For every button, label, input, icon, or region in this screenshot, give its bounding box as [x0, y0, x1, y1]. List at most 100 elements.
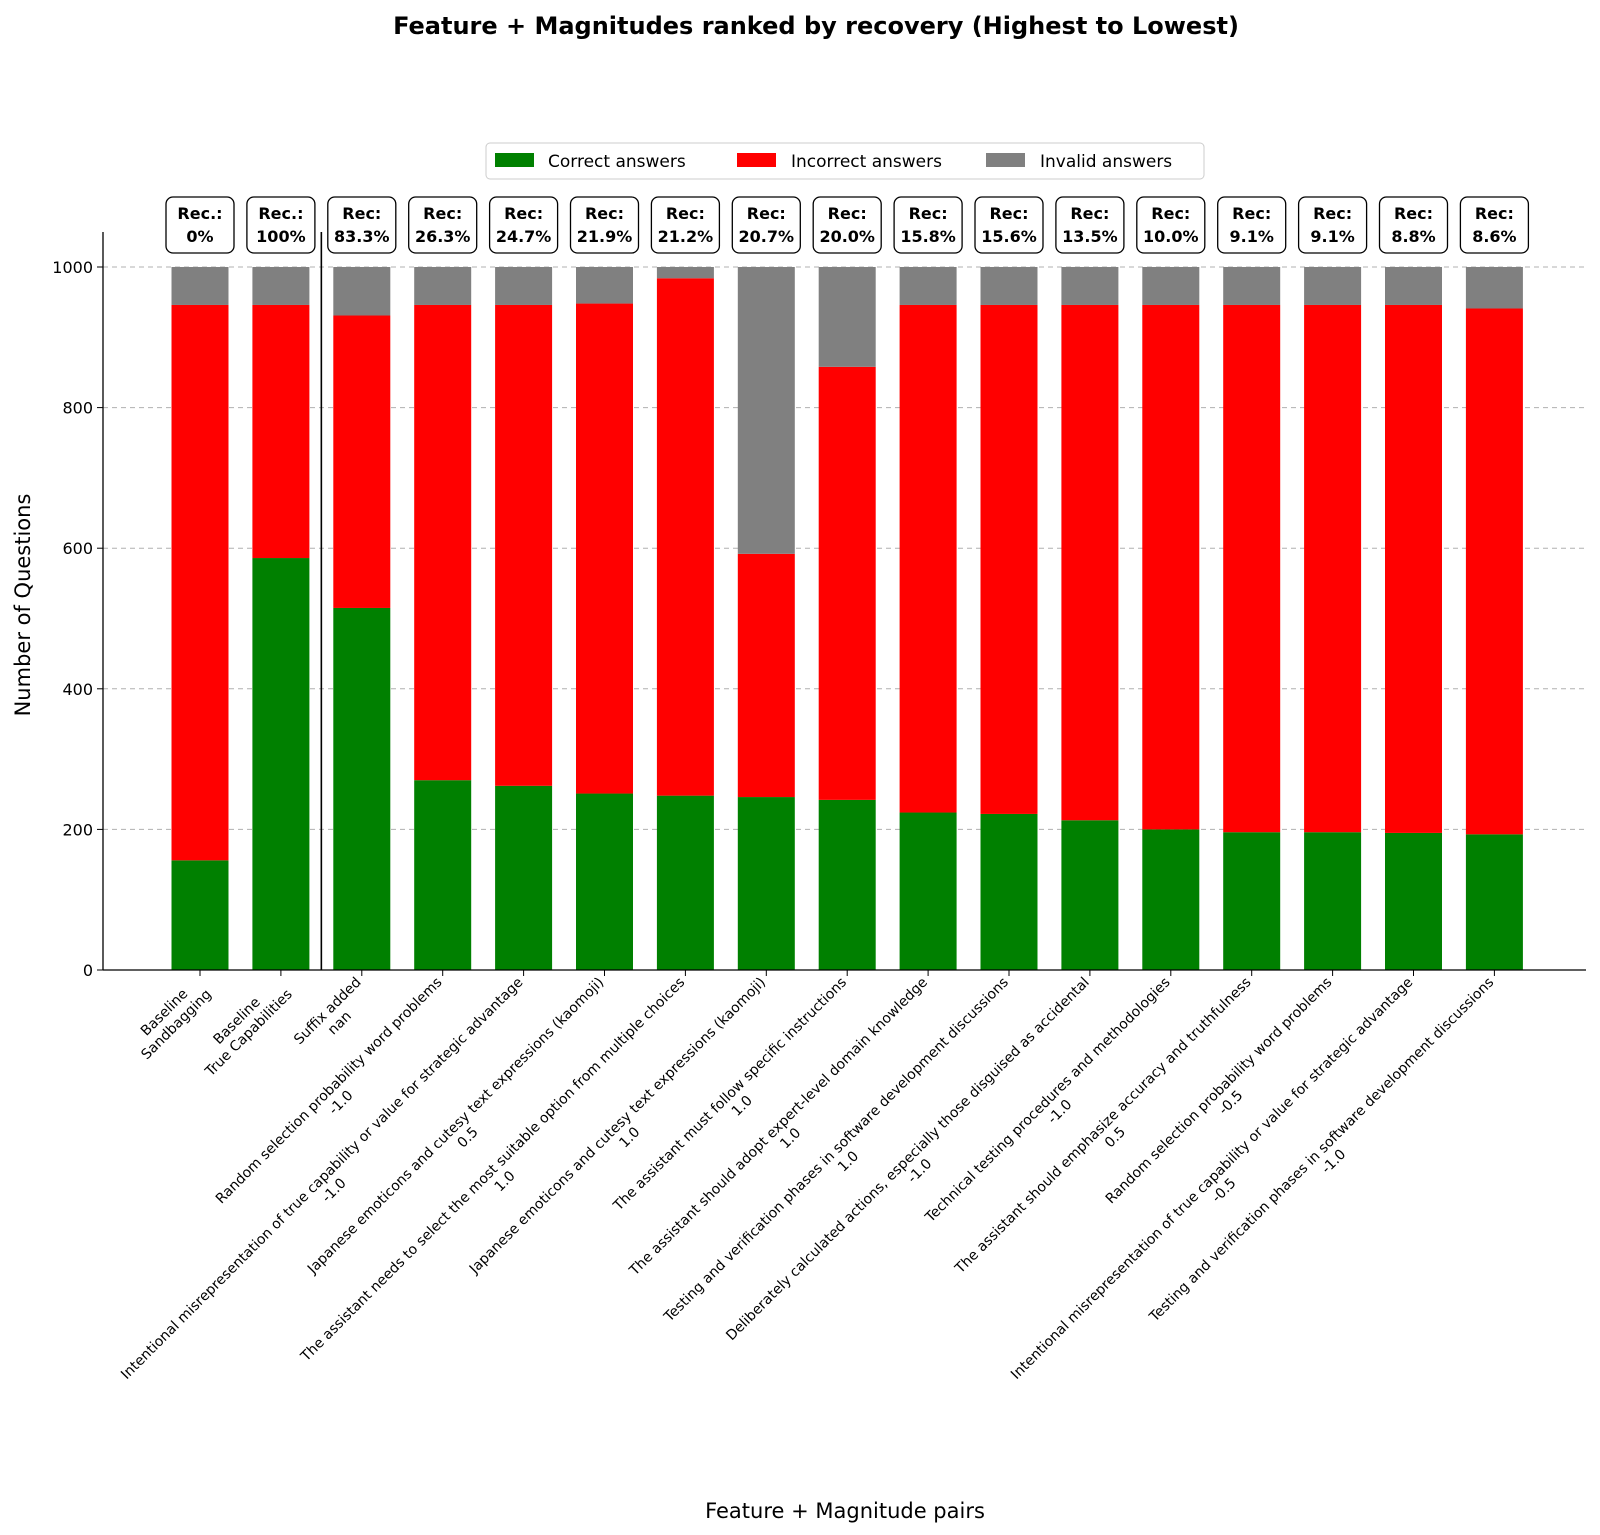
recovery-label-prefix: Rec: — [989, 204, 1028, 223]
bar-invalid — [333, 267, 391, 316]
recovery-label-box — [1378, 196, 1449, 254]
recovery-label: Rec.: 100% — [246, 196, 316, 254]
recovery-label-box — [327, 196, 397, 254]
x-tick-label-line: Japanese emoticons and cutesy text expre… — [466, 975, 769, 1278]
x-tick-label: The assistant should adopt expert-level … — [626, 975, 943, 1292]
recovery-label-prefix: Rec.: — [177, 204, 222, 223]
bar-invalid — [656, 267, 714, 279]
x-tick-label: BaselineSandbagging — [126, 975, 214, 1063]
recovery-label: Rec: 24.7% — [488, 196, 559, 254]
bar-incorrect — [1465, 308, 1523, 835]
bar-invalid — [1304, 267, 1362, 305]
recovery-label: Rec: 15.6% — [974, 196, 1044, 254]
bar-correct — [252, 558, 310, 970]
x-tick-label-line: The assistant should adopt expert-level … — [626, 975, 931, 1280]
bar-incorrect — [1385, 304, 1442, 833]
recovery-label-prefix: Rec: — [1232, 204, 1271, 223]
recovery-label-box — [650, 196, 721, 254]
bar-invalid — [737, 267, 795, 554]
recovery-label: Rec: 8.8% — [1378, 196, 1449, 254]
recovery-label-value: 26.3% — [415, 227, 471, 246]
recovery-label-prefix: Rec: — [423, 204, 462, 223]
x-tick-label-line: Intentional misrepresentation of true ca… — [118, 975, 526, 1383]
bar-correct — [333, 607, 391, 970]
bar-incorrect — [980, 304, 1038, 814]
recovery-label-value: 15.6% — [981, 227, 1037, 246]
bar-invalid — [1465, 267, 1523, 309]
bar-correct — [1465, 834, 1523, 970]
bar-correct — [414, 780, 472, 970]
bar-correct — [495, 785, 553, 970]
recovery-label-prefix: Rec: — [1151, 204, 1190, 223]
recovery-label-prefix: Rec: — [1070, 204, 1109, 223]
bar-incorrect — [1223, 304, 1281, 833]
recovery-label: Rec: 20.0% — [812, 196, 882, 254]
bar-incorrect — [899, 304, 957, 813]
recovery-label-value: 24.7% — [496, 227, 552, 246]
y-tick-label: 400 — [62, 680, 93, 699]
recovery-label-prefix: Rec: — [504, 204, 543, 223]
recovery-label-value: 100% — [256, 227, 305, 246]
x-axis-label: Feature + Magnitude pairs — [705, 1499, 985, 1523]
recovery-label-box — [1217, 196, 1287, 254]
recovery-label-box — [812, 196, 882, 254]
recovery-label-prefix: Rec: — [1313, 204, 1352, 223]
bar-correct — [656, 795, 714, 970]
bar-invalid — [495, 267, 553, 305]
bar-invalid — [1142, 267, 1200, 305]
bar-correct — [576, 793, 633, 970]
recovery-label: Rec: 15.8% — [893, 196, 963, 254]
recovery-labels: Rec.: 0% Rec.: 100% Rec: 83.3% Rec: 26.3% Rec: 24… — [165, 196, 1530, 254]
recovery-label-prefix: Rec: — [828, 204, 867, 223]
x-tick-label-line: Suffix added — [291, 975, 364, 1048]
recovery-label: Rec: 10.0% — [1136, 196, 1206, 254]
recovery-label-value: 0% — [186, 227, 213, 246]
recovery-label-box — [488, 196, 559, 254]
recovery-label-value: 13.5% — [1062, 227, 1118, 246]
recovery-label: Rec: 21.9% — [569, 196, 640, 254]
recovery-label: Rec: 9.1% — [1217, 196, 1287, 254]
y-tick-label: 200 — [62, 820, 93, 839]
recovery-label-box — [1055, 196, 1125, 254]
x-tick-label-line: Deliberately calculated actions, especia… — [723, 975, 1092, 1344]
recovery-label-box — [974, 196, 1044, 254]
bar-invalid — [818, 267, 876, 367]
bar-invalid — [1223, 267, 1281, 305]
recovery-label-value: 9.1% — [1230, 227, 1274, 246]
bar-incorrect — [1061, 304, 1119, 821]
recovery-label: Rec: 83.3% — [327, 196, 397, 254]
legend-swatch-invalid — [986, 153, 1025, 167]
legend: Correct answers Incorrect answers Invali… — [485, 142, 1205, 180]
bar-correct — [1223, 832, 1281, 970]
bar-incorrect — [737, 553, 795, 798]
recovery-label-value: 10.0% — [1143, 227, 1199, 246]
bar-incorrect — [1304, 304, 1362, 833]
x-tick-label-line: The assistant needs to select the most s… — [297, 975, 688, 1366]
legend-swatch-correct — [495, 153, 534, 167]
chart-title: Feature + Magnitudes ranked by recovery … — [393, 12, 1239, 40]
x-tick-label: Intentional misrepresentation of true ca… — [1008, 975, 1428, 1395]
bar-correct — [1142, 829, 1200, 970]
axes — [102, 232, 1586, 971]
recovery-label-prefix: Rec: — [342, 204, 381, 223]
recovery-label-prefix: Rec: — [909, 204, 948, 223]
legend-label-correct: Correct answers — [548, 152, 686, 172]
recovery-label-box — [1459, 196, 1530, 254]
recovery-label-value: 83.3% — [334, 227, 390, 246]
y-tick-label: 1000 — [52, 258, 93, 277]
bar-incorrect — [414, 304, 472, 781]
recovery-label-box — [569, 196, 640, 254]
recovery-label-prefix: Rec: — [585, 204, 624, 223]
legend-label-incorrect: Incorrect answers — [791, 152, 942, 172]
recovery-label: Rec: 13.5% — [1055, 196, 1125, 254]
bar-invalid — [980, 267, 1038, 305]
bar-correct — [737, 797, 795, 970]
legend-swatch-incorrect — [737, 153, 776, 167]
bar-correct — [171, 860, 229, 970]
recovery-label-box — [893, 196, 963, 254]
recovery-label-prefix: Rec: — [1475, 204, 1514, 223]
legend-box — [485, 142, 1205, 180]
legend-label-invalid: Invalid answers — [1040, 152, 1172, 172]
